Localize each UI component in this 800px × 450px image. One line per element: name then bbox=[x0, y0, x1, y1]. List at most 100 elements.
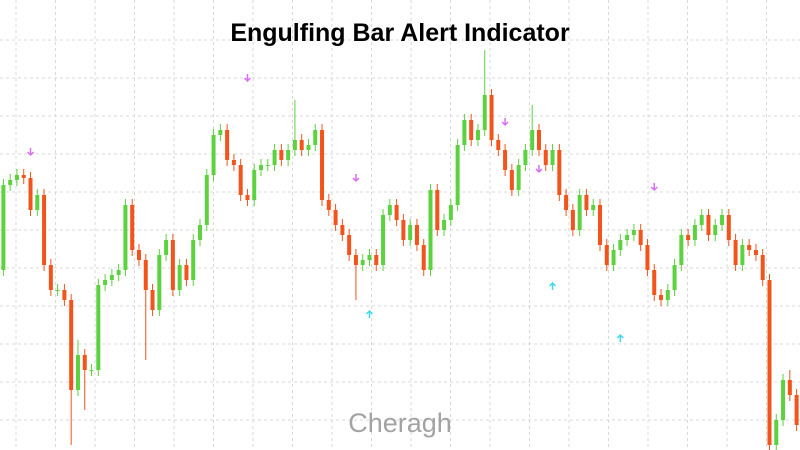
candle-body bbox=[14, 175, 19, 180]
candle-body bbox=[353, 255, 358, 265]
candle-body bbox=[543, 150, 548, 165]
candle-body bbox=[652, 270, 657, 295]
candle-body bbox=[28, 178, 33, 210]
candle-body bbox=[367, 255, 372, 260]
candle-body bbox=[326, 200, 331, 210]
candle-body bbox=[740, 245, 745, 265]
candle-body bbox=[726, 215, 731, 240]
candle-body bbox=[625, 235, 630, 240]
candle-body bbox=[408, 225, 413, 240]
candle-body bbox=[35, 195, 40, 210]
candle-body bbox=[686, 235, 691, 240]
candle-body bbox=[333, 210, 338, 225]
candle-body bbox=[8, 180, 13, 185]
candle-body bbox=[109, 275, 114, 280]
candle-body bbox=[157, 255, 162, 310]
candle-body bbox=[381, 215, 386, 265]
candle-body bbox=[231, 160, 236, 165]
sell-alert-arrow bbox=[535, 165, 543, 174]
candle-body bbox=[570, 210, 575, 230]
candle-body bbox=[672, 265, 677, 290]
candle-body bbox=[82, 355, 87, 370]
candle-body bbox=[401, 220, 406, 240]
candle-body bbox=[767, 280, 772, 445]
candle-body bbox=[299, 140, 304, 150]
watermark: Cheragh bbox=[348, 408, 452, 438]
candle-body bbox=[130, 205, 135, 250]
candle-body bbox=[536, 130, 541, 150]
candle-body bbox=[421, 245, 426, 270]
candle-body bbox=[611, 250, 616, 265]
candle-body bbox=[462, 120, 467, 145]
candle-body bbox=[245, 195, 250, 200]
candle-body bbox=[347, 235, 352, 255]
candle-body bbox=[604, 245, 609, 265]
candle-body bbox=[265, 165, 270, 166]
candle-body bbox=[75, 355, 80, 390]
sell-alert-arrow bbox=[501, 118, 509, 127]
candle-body bbox=[123, 205, 128, 270]
candle-body bbox=[360, 260, 365, 265]
candle-body bbox=[753, 250, 758, 255]
candle-body bbox=[638, 230, 643, 245]
candle-body bbox=[455, 145, 460, 205]
candle-body bbox=[313, 130, 318, 145]
candle-body bbox=[143, 260, 148, 290]
buy-alert-arrow bbox=[365, 309, 374, 318]
candle-body bbox=[631, 230, 636, 235]
candle-body bbox=[523, 150, 528, 165]
candle-body bbox=[89, 370, 94, 371]
candle-body bbox=[448, 205, 453, 220]
candle-body bbox=[198, 225, 202, 240]
candle-body bbox=[1, 185, 6, 270]
candle-body bbox=[720, 215, 725, 225]
candle-body bbox=[387, 205, 392, 215]
candle-body bbox=[645, 245, 650, 270]
candle-body bbox=[760, 255, 765, 280]
candle-body bbox=[584, 195, 589, 210]
candle-body bbox=[218, 130, 223, 135]
candle-body bbox=[482, 95, 487, 130]
candle-body bbox=[530, 130, 535, 150]
candle-body bbox=[577, 195, 582, 230]
sell-alert-arrow bbox=[26, 148, 35, 157]
candle-body bbox=[259, 165, 264, 170]
candle-body bbox=[320, 130, 325, 200]
candle-body bbox=[692, 225, 697, 240]
candle-body bbox=[136, 250, 141, 260]
candles bbox=[1, 50, 799, 450]
candle-body bbox=[509, 170, 514, 190]
candle-body bbox=[706, 215, 711, 235]
candle-body bbox=[286, 150, 291, 160]
sell-alert-arrow bbox=[352, 174, 360, 183]
candle-body bbox=[150, 290, 155, 310]
candle-body bbox=[116, 270, 121, 275]
candle-body bbox=[21, 175, 26, 178]
candle-body bbox=[747, 245, 752, 250]
candle-body bbox=[394, 205, 399, 220]
candle-body bbox=[238, 165, 243, 195]
candle-body bbox=[699, 215, 704, 225]
candle-body bbox=[774, 420, 779, 445]
sell-alert-arrow bbox=[650, 183, 658, 192]
candle-body bbox=[564, 195, 569, 210]
candle-body bbox=[252, 170, 257, 200]
candle-body bbox=[306, 145, 311, 150]
sell-alert-arrow bbox=[243, 74, 251, 83]
candle-body bbox=[191, 240, 196, 280]
candle-body bbox=[781, 380, 786, 420]
candle-body bbox=[557, 150, 562, 195]
candle-body bbox=[496, 140, 501, 150]
candle-body bbox=[48, 265, 53, 290]
candle-body bbox=[618, 240, 623, 250]
candle-body bbox=[516, 165, 521, 190]
candle-body bbox=[550, 150, 555, 165]
candle-body bbox=[503, 150, 508, 170]
candle-body bbox=[340, 225, 345, 235]
candle-body bbox=[272, 150, 277, 165]
candle-body bbox=[69, 300, 74, 390]
candle-body bbox=[374, 255, 379, 265]
